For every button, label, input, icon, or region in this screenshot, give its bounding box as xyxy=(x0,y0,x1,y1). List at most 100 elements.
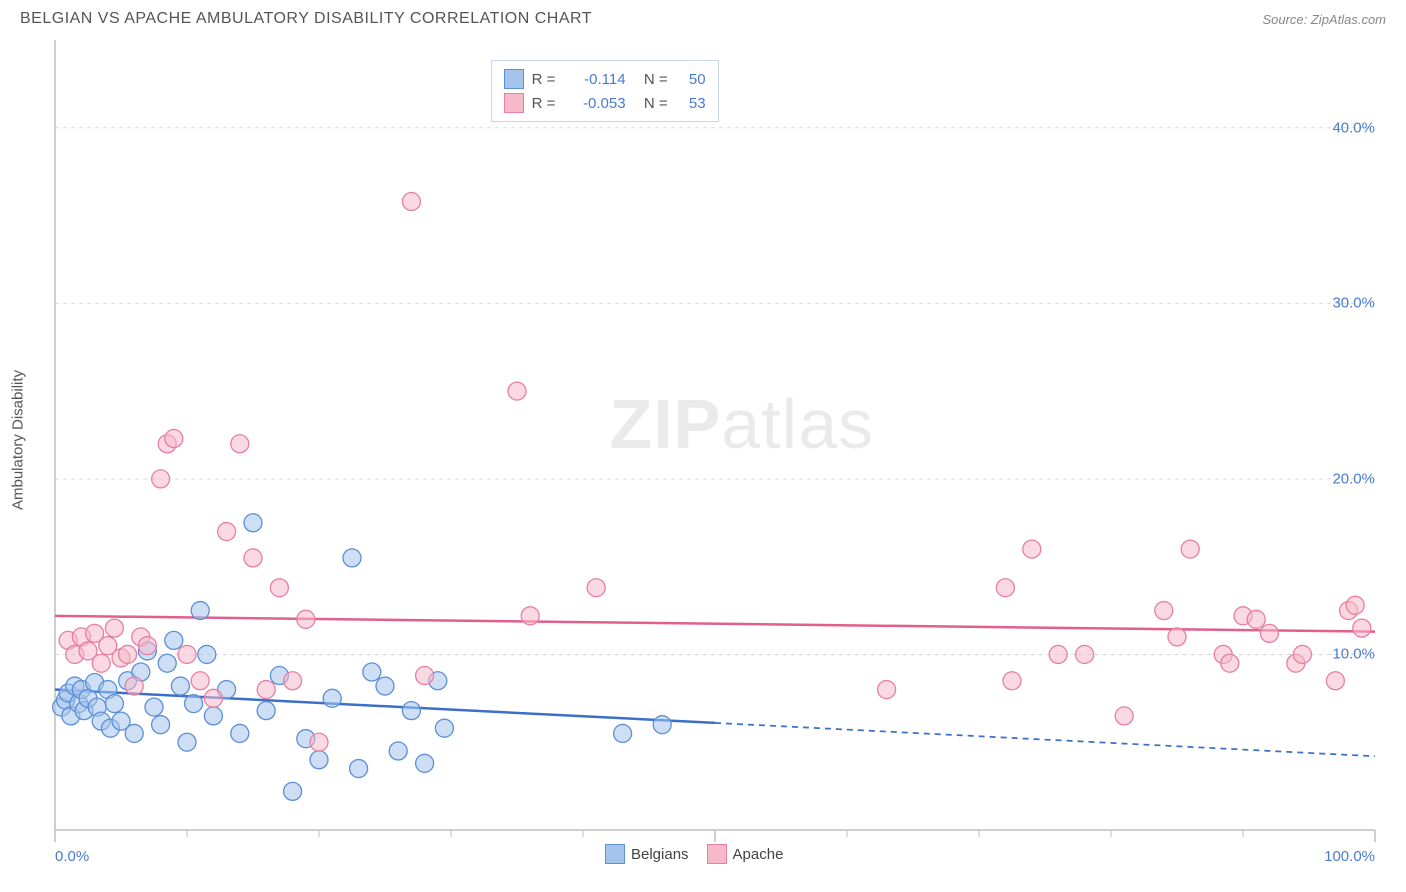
data-point xyxy=(402,702,420,720)
data-point xyxy=(105,695,123,713)
data-point xyxy=(257,681,275,699)
data-point xyxy=(1049,645,1067,663)
data-point xyxy=(152,470,170,488)
data-point xyxy=(310,751,328,769)
data-point xyxy=(218,523,236,541)
data-point xyxy=(257,702,275,720)
legend-item: Belgians xyxy=(605,844,689,864)
chart-area: ZIPatlas R =-0.114N =50R =-0.053N =53 Be… xyxy=(55,40,1375,860)
data-point xyxy=(158,654,176,672)
data-point xyxy=(145,698,163,716)
y-axis-label: Ambulatory Disability xyxy=(10,370,27,510)
data-point xyxy=(92,654,110,672)
data-point xyxy=(191,672,209,690)
data-point xyxy=(521,607,539,625)
data-point xyxy=(231,435,249,453)
data-point xyxy=(389,742,407,760)
data-point xyxy=(1023,540,1041,558)
n-label: N = xyxy=(634,71,668,88)
y-tick-label: 30.0% xyxy=(1332,295,1375,312)
data-point xyxy=(1221,654,1239,672)
data-point xyxy=(323,689,341,707)
data-point xyxy=(1076,645,1094,663)
data-point xyxy=(416,754,434,772)
data-point xyxy=(125,724,143,742)
data-point xyxy=(1293,645,1311,663)
legend-label: Apache xyxy=(733,846,784,863)
n-label: N = xyxy=(634,95,668,112)
data-point xyxy=(204,707,222,725)
legend-label: Belgians xyxy=(631,846,689,863)
data-point xyxy=(244,549,262,567)
legend-series: Belgians Apache xyxy=(605,844,783,864)
data-point xyxy=(125,677,143,695)
data-point xyxy=(1346,596,1364,614)
data-point xyxy=(1115,707,1133,725)
n-value: 53 xyxy=(676,95,706,112)
data-point xyxy=(270,579,288,597)
data-point xyxy=(171,677,189,695)
legend-swatch xyxy=(707,844,727,864)
data-point xyxy=(165,430,183,448)
data-point xyxy=(1181,540,1199,558)
data-point xyxy=(416,667,434,685)
data-point xyxy=(376,677,394,695)
legend-row: R = -0.053 N = 53 xyxy=(504,91,706,115)
r-value: -0.114 xyxy=(568,71,626,88)
data-point xyxy=(1168,628,1186,646)
data-point xyxy=(878,681,896,699)
r-label: R = xyxy=(532,71,560,88)
data-point xyxy=(402,193,420,211)
y-tick-label: 10.0% xyxy=(1332,646,1375,663)
legend-correlation: R = -0.114 N = 50 R = -0.053 N = 53 xyxy=(491,60,719,122)
n-value: 50 xyxy=(676,71,706,88)
data-point xyxy=(191,602,209,620)
legend-swatch xyxy=(504,93,524,113)
data-point xyxy=(1353,619,1371,637)
legend-swatch xyxy=(504,69,524,89)
data-point xyxy=(343,549,361,567)
x-tick-label: 100.0% xyxy=(1324,848,1375,865)
data-point xyxy=(996,579,1014,597)
chart-title: BELGIAN VS APACHE AMBULATORY DISABILITY … xyxy=(20,10,592,28)
data-point xyxy=(244,514,262,532)
data-point xyxy=(231,724,249,742)
data-point xyxy=(105,619,123,637)
data-point xyxy=(185,695,203,713)
data-point xyxy=(653,716,671,734)
r-label: R = xyxy=(532,95,560,112)
data-point xyxy=(138,637,156,655)
legend-swatch xyxy=(605,844,625,864)
data-point xyxy=(284,782,302,800)
data-point xyxy=(178,733,196,751)
data-point xyxy=(1260,624,1278,642)
data-point xyxy=(152,716,170,734)
data-point xyxy=(1326,672,1344,690)
data-point xyxy=(508,382,526,400)
data-point xyxy=(350,760,368,778)
data-point xyxy=(587,579,605,597)
legend-item: Apache xyxy=(707,844,784,864)
header: BELGIAN VS APACHE AMBULATORY DISABILITY … xyxy=(0,0,1406,32)
data-point xyxy=(1003,672,1021,690)
data-point xyxy=(1155,602,1173,620)
data-point xyxy=(178,645,196,663)
data-point xyxy=(119,645,137,663)
y-tick-label: 40.0% xyxy=(1332,119,1375,136)
data-point xyxy=(1247,610,1265,628)
data-point xyxy=(614,724,632,742)
data-point xyxy=(310,733,328,751)
x-tick-label: 0.0% xyxy=(55,848,89,865)
data-point xyxy=(284,672,302,690)
data-point xyxy=(297,610,315,628)
data-point xyxy=(198,645,216,663)
data-point xyxy=(363,663,381,681)
r-value: -0.053 xyxy=(568,95,626,112)
y-tick-label: 20.0% xyxy=(1332,470,1375,487)
data-point xyxy=(165,631,183,649)
data-point xyxy=(435,719,453,737)
scatter-plot xyxy=(55,40,1375,870)
legend-row: R = -0.114 N = 50 xyxy=(504,67,706,91)
data-point xyxy=(204,689,222,707)
source-label: Source: ZipAtlas.com xyxy=(1262,12,1386,27)
